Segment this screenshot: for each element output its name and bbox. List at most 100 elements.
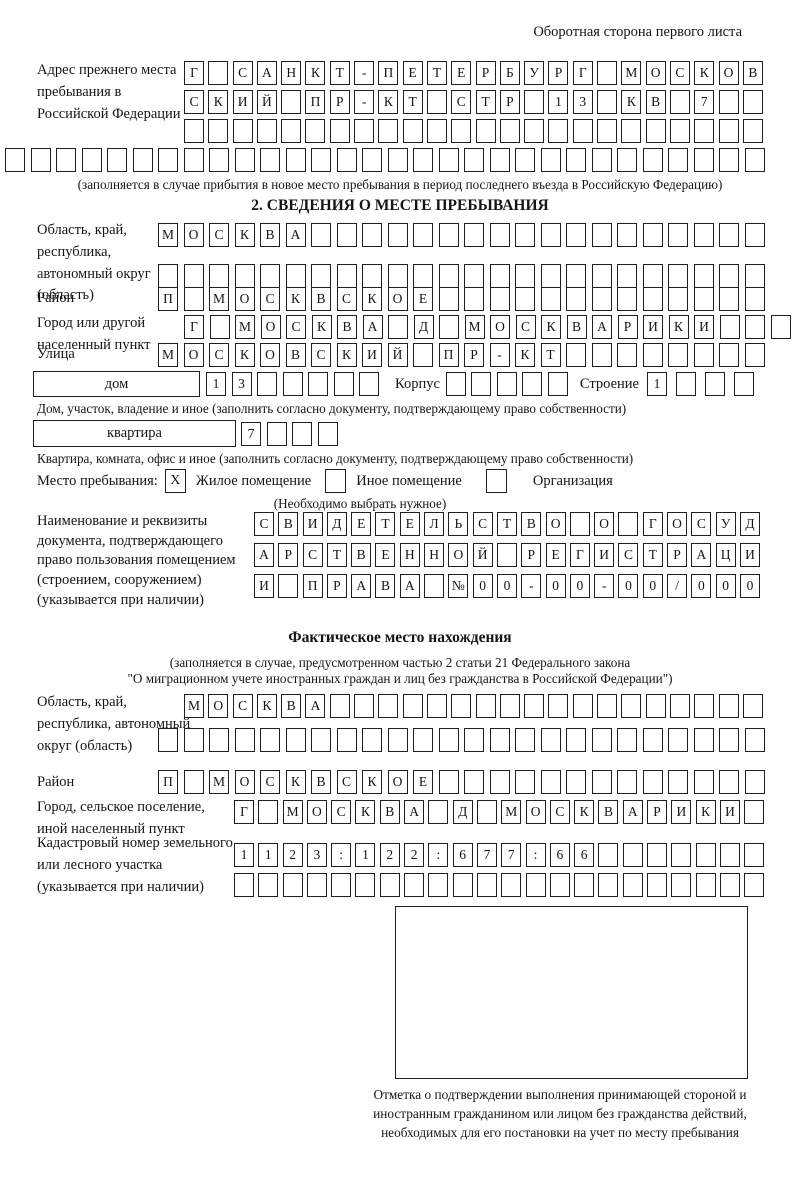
char-cell[interactable]: Д	[452, 800, 473, 824]
char-cell[interactable]: В	[598, 800, 619, 824]
char-cell[interactable]: В	[645, 90, 666, 114]
char-cell[interactable]	[718, 119, 739, 143]
char-cell[interactable]: 0	[545, 574, 566, 598]
char-cell[interactable]: -	[521, 574, 542, 598]
char-cell[interactable]	[501, 873, 522, 897]
char-cell[interactable]	[336, 728, 357, 752]
char-cell[interactable]: Т	[329, 61, 350, 85]
char-cell[interactable]	[158, 148, 178, 172]
char-cell[interactable]: О	[594, 512, 615, 536]
char-cell[interactable]	[278, 574, 299, 598]
char-cell[interactable]	[524, 119, 545, 143]
char-cell[interactable]	[719, 287, 739, 311]
char-cell[interactable]: С	[691, 512, 712, 536]
char-cell[interactable]	[642, 343, 663, 367]
char-cell[interactable]	[645, 694, 666, 718]
char-cell[interactable]	[719, 148, 739, 172]
char-cell[interactable]: Б	[499, 61, 520, 85]
char-cell[interactable]	[598, 873, 619, 897]
char-cell[interactable]: О	[490, 315, 510, 339]
char-cell[interactable]	[260, 148, 280, 172]
char-cell[interactable]: Е	[545, 543, 566, 567]
char-cell[interactable]: К	[208, 90, 229, 114]
char-cell[interactable]: Д	[739, 512, 760, 536]
char-cell[interactable]	[617, 223, 637, 247]
char-cell[interactable]: О	[387, 770, 408, 794]
char-cell[interactable]	[426, 694, 447, 718]
char-cell[interactable]	[566, 287, 586, 311]
char-cell[interactable]	[209, 315, 230, 339]
char-cell[interactable]	[522, 372, 543, 396]
stay-option-checkbox-zhiloe[interactable]: X	[164, 469, 186, 493]
char-cell[interactable]: -	[354, 90, 375, 114]
char-cell[interactable]: В	[379, 800, 400, 824]
char-cell[interactable]	[336, 148, 357, 172]
char-cell[interactable]: 0	[691, 574, 712, 598]
char-cell[interactable]: К	[541, 315, 561, 339]
char-cell[interactable]: С	[260, 287, 280, 311]
char-cell[interactable]	[515, 223, 535, 247]
char-cell[interactable]	[260, 728, 280, 752]
char-cell[interactable]	[489, 770, 510, 794]
char-cell[interactable]: :	[525, 843, 546, 867]
char-cell[interactable]	[336, 223, 357, 247]
char-cell[interactable]: К	[305, 61, 326, 85]
char-cell[interactable]	[694, 119, 715, 143]
char-cell[interactable]: Р	[278, 543, 299, 567]
char-cell[interactable]	[387, 148, 408, 172]
char-cell[interactable]	[438, 728, 459, 752]
char-cell[interactable]	[471, 372, 492, 396]
char-cell[interactable]	[597, 119, 618, 143]
char-cell[interactable]	[524, 694, 545, 718]
char-cell[interactable]: И	[302, 512, 323, 536]
char-cell[interactable]	[693, 770, 714, 794]
char-cell[interactable]	[489, 223, 510, 247]
char-cell[interactable]	[572, 694, 593, 718]
char-cell[interactable]: С	[331, 800, 352, 824]
char-cell[interactable]	[451, 694, 472, 718]
char-cell[interactable]	[549, 873, 570, 897]
char-cell[interactable]	[515, 264, 535, 288]
char-cell[interactable]: С	[336, 770, 357, 794]
char-cell[interactable]: А	[254, 543, 274, 567]
char-cell[interactable]: И	[254, 574, 274, 598]
char-cell[interactable]: О	[183, 223, 204, 247]
char-cell[interactable]: Й	[256, 90, 277, 114]
char-cell[interactable]	[496, 543, 517, 567]
char-cell[interactable]: Е	[451, 61, 472, 85]
char-cell[interactable]: А	[285, 223, 306, 247]
char-cell[interactable]: М	[158, 343, 178, 367]
char-cell[interactable]: 2	[379, 843, 400, 867]
char-cell[interactable]	[258, 800, 279, 824]
stay-option-checkbox-inoe[interactable]	[325, 469, 347, 493]
char-cell[interactable]	[693, 148, 714, 172]
char-cell[interactable]	[413, 343, 433, 367]
char-cell[interactable]	[704, 372, 725, 396]
char-cell[interactable]	[719, 264, 739, 288]
char-cell[interactable]: 0	[739, 574, 760, 598]
char-cell[interactable]	[719, 843, 740, 867]
char-cell[interactable]: М	[209, 287, 229, 311]
char-cell[interactable]: К	[515, 343, 535, 367]
char-cell[interactable]	[292, 421, 312, 446]
char-cell[interactable]	[257, 372, 277, 396]
char-cell[interactable]	[285, 728, 306, 752]
char-cell[interactable]	[621, 694, 642, 718]
char-cell[interactable]: 3	[572, 90, 593, 114]
char-cell[interactable]	[451, 119, 472, 143]
char-cell[interactable]	[733, 372, 754, 396]
char-cell[interactable]: С	[260, 770, 280, 794]
char-cell[interactable]	[413, 148, 433, 172]
char-cell[interactable]	[744, 843, 765, 867]
char-cell[interactable]	[566, 223, 586, 247]
char-cell[interactable]: А	[351, 574, 372, 598]
char-cell[interactable]: А	[305, 694, 326, 718]
char-cell[interactable]	[5, 148, 25, 172]
char-cell[interactable]: К	[256, 694, 277, 718]
char-cell[interactable]: В	[278, 512, 299, 536]
char-cell[interactable]: Ь	[448, 512, 469, 536]
char-cell[interactable]	[281, 90, 302, 114]
char-cell[interactable]	[642, 770, 663, 794]
char-cell[interactable]	[540, 728, 561, 752]
char-cell[interactable]	[744, 343, 765, 367]
